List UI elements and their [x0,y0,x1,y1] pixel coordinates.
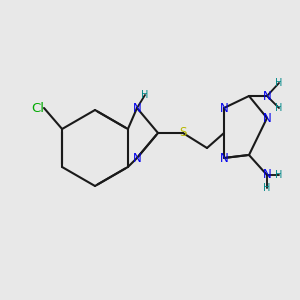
Text: H: H [141,90,149,100]
Text: S: S [179,127,187,140]
Text: N: N [262,112,272,124]
Text: H: H [275,170,283,180]
Text: N: N [262,89,272,103]
Text: H: H [263,183,271,193]
Text: N: N [220,101,228,115]
Text: Cl: Cl [31,101,44,115]
Text: N: N [133,152,141,164]
Text: N: N [220,152,228,164]
Text: N: N [262,169,272,182]
Text: H: H [275,103,283,113]
Text: H: H [275,78,283,88]
Text: N: N [133,101,141,115]
